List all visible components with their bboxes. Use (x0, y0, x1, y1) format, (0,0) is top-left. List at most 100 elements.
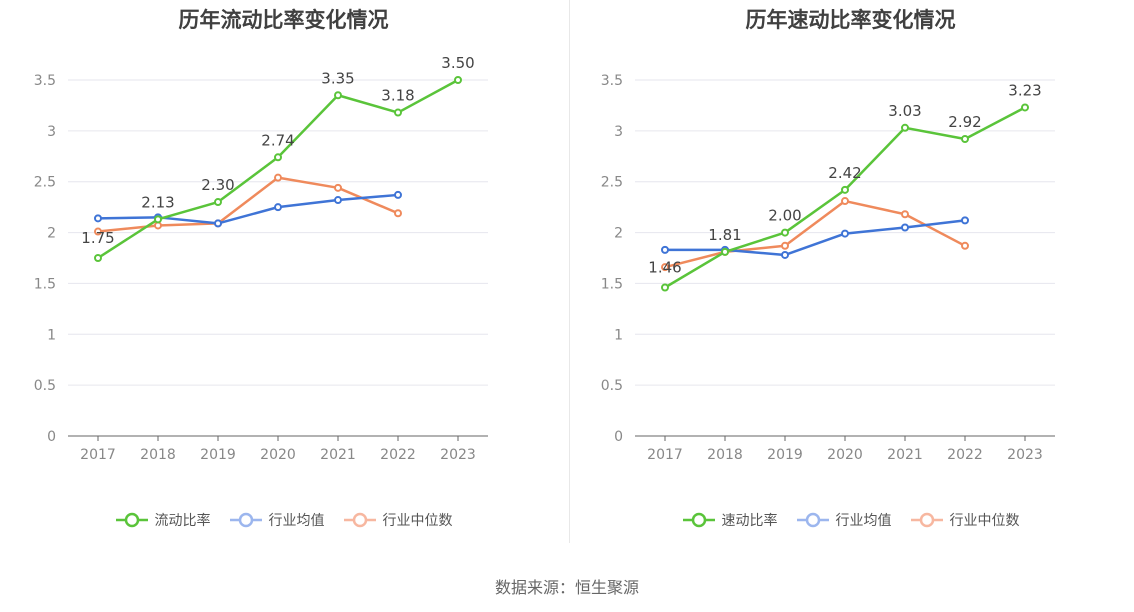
data-point[interactable] (1021, 103, 1029, 112)
data-point[interactable] (454, 76, 462, 84)
y-tick-label: 3.5 (601, 73, 623, 89)
legend: 速动比率 行业均值 行业中位数 (567, 510, 1134, 530)
x-tick-label: 2019 (200, 447, 236, 463)
data-label: 3.18 (381, 87, 414, 105)
x-tick-label: 2021 (320, 447, 356, 463)
legend-label: 行业中位数 (949, 513, 1020, 529)
data-label: 2.30 (201, 176, 234, 194)
y-tick-label: 2 (47, 226, 56, 242)
data-point[interactable] (394, 108, 402, 117)
legend-label: 行业均值 (835, 513, 892, 529)
data-point[interactable] (961, 134, 969, 143)
data-label: 2.92 (948, 113, 981, 131)
data-point[interactable] (214, 198, 222, 207)
legend-line-icon (682, 512, 715, 528)
y-tick-label: 1.5 (34, 276, 56, 292)
chart-panel-current-ratio: 历年流动比率变化情况 0 0.5 1 1.5 2 2.5 3 3.5 2017 2018 2019 2… (0, 0, 567, 560)
x-tick-label: 2018 (140, 447, 176, 463)
data-point[interactable] (214, 219, 222, 228)
data-label: 2.00 (768, 207, 801, 225)
data-label: 2.13 (141, 193, 174, 211)
y-tick-label: 3 (47, 124, 56, 140)
data-label: 2.74 (261, 131, 294, 149)
data-point[interactable] (334, 196, 342, 205)
data-point[interactable] (154, 221, 162, 230)
x-tick-label: 2022 (380, 447, 416, 463)
y-tick-label: 1 (47, 327, 56, 343)
series-line (664, 199, 966, 269)
data-point[interactable] (721, 247, 729, 256)
legend-label: 行业均值 (268, 513, 325, 529)
data-point[interactable] (661, 283, 669, 292)
data-point[interactable] (334, 91, 342, 100)
data-label: 3.03 (888, 102, 921, 120)
data-point[interactable] (94, 214, 102, 223)
data-point[interactable] (661, 245, 669, 254)
x-tick-label: 2022 (947, 447, 983, 463)
data-point[interactable] (274, 203, 282, 212)
x-tick-label: 2021 (887, 447, 923, 463)
y-tick-label: 1 (614, 327, 623, 343)
chart-title: 历年流动比率变化情况 (178, 8, 389, 32)
legend-line-icon (115, 512, 148, 528)
legend-item-industry-mean[interactable]: 行业均值 (796, 510, 892, 530)
x-tick-label: 2017 (647, 447, 683, 463)
legend-line-icon (229, 512, 262, 528)
data-point[interactable] (901, 223, 909, 232)
legend-item-industry-mean[interactable]: 行业均值 (229, 510, 325, 530)
data-label: 2.42 (828, 164, 861, 182)
data-label: 3.23 (1008, 81, 1041, 99)
data-point[interactable] (901, 210, 909, 219)
data-point[interactable] (394, 209, 402, 218)
data-label: 1.46 (648, 258, 681, 276)
data-point[interactable] (154, 215, 162, 224)
data-point[interactable] (781, 241, 789, 250)
y-tick-label: 1.5 (601, 276, 623, 292)
y-tick-label: 2.5 (601, 175, 623, 191)
series-line (97, 78, 459, 260)
data-point[interactable] (841, 229, 849, 238)
chart-title: 历年速动比率变化情况 (745, 8, 956, 32)
legend-item-current-ratio[interactable]: 流动比率 (115, 510, 211, 530)
data-point[interactable] (394, 190, 402, 199)
y-tick-label: 0 (47, 429, 56, 445)
legend: 流动比率 行业均值 行业中位数 (0, 510, 567, 530)
quick-ratio-plot: 0 0.5 1 1.5 2 2.5 3 3.5 2017 2018 2019 2020 2021 2022… (601, 73, 1055, 463)
y-tick-label: 0.5 (34, 378, 56, 394)
data-point[interactable] (841, 185, 849, 194)
panel-divider (569, 0, 570, 543)
data-point[interactable] (94, 227, 102, 236)
data-point[interactable] (274, 173, 282, 182)
x-tick-label: 2023 (440, 447, 476, 463)
y-tick-label: 3 (614, 124, 623, 140)
data-point[interactable] (94, 254, 102, 262)
series-line (665, 219, 966, 257)
legend-item-industry-median[interactable]: 行业中位数 (343, 510, 453, 530)
y-tick-label: 2.5 (34, 175, 56, 191)
data-point[interactable] (901, 123, 909, 132)
y-tick-label: 0.5 (601, 378, 623, 394)
y-tick-label: 0 (614, 429, 623, 445)
data-point[interactable] (781, 228, 789, 237)
series-line (97, 193, 399, 225)
data-point[interactable] (841, 197, 849, 206)
data-label: 1.75 (81, 229, 114, 247)
x-tick-label: 2019 (767, 447, 803, 463)
y-tick-label: 3.5 (34, 73, 56, 89)
legend-line-icon (910, 512, 943, 528)
data-point[interactable] (661, 263, 669, 272)
data-point[interactable] (961, 241, 969, 250)
legend-label: 行业中位数 (382, 513, 453, 529)
data-point[interactable] (781, 250, 789, 259)
data-point[interactable] (274, 153, 282, 162)
data-label: 3.50 (441, 54, 474, 72)
data-label: 3.35 (321, 69, 354, 87)
legend-item-quick-ratio[interactable]: 速动比率 (682, 510, 778, 530)
legend-item-industry-median[interactable]: 行业中位数 (910, 510, 1020, 530)
data-label: 1.81 (708, 226, 741, 244)
chart-panel-quick-ratio: 历年速动比率变化情况 0 0.5 1 1.5 2 2.5 3 3.5 2017 2018 2019 2… (567, 0, 1134, 560)
x-tick-label: 2018 (707, 447, 743, 463)
data-point[interactable] (334, 183, 342, 192)
legend-line-icon (343, 512, 376, 528)
data-point[interactable] (961, 216, 969, 225)
